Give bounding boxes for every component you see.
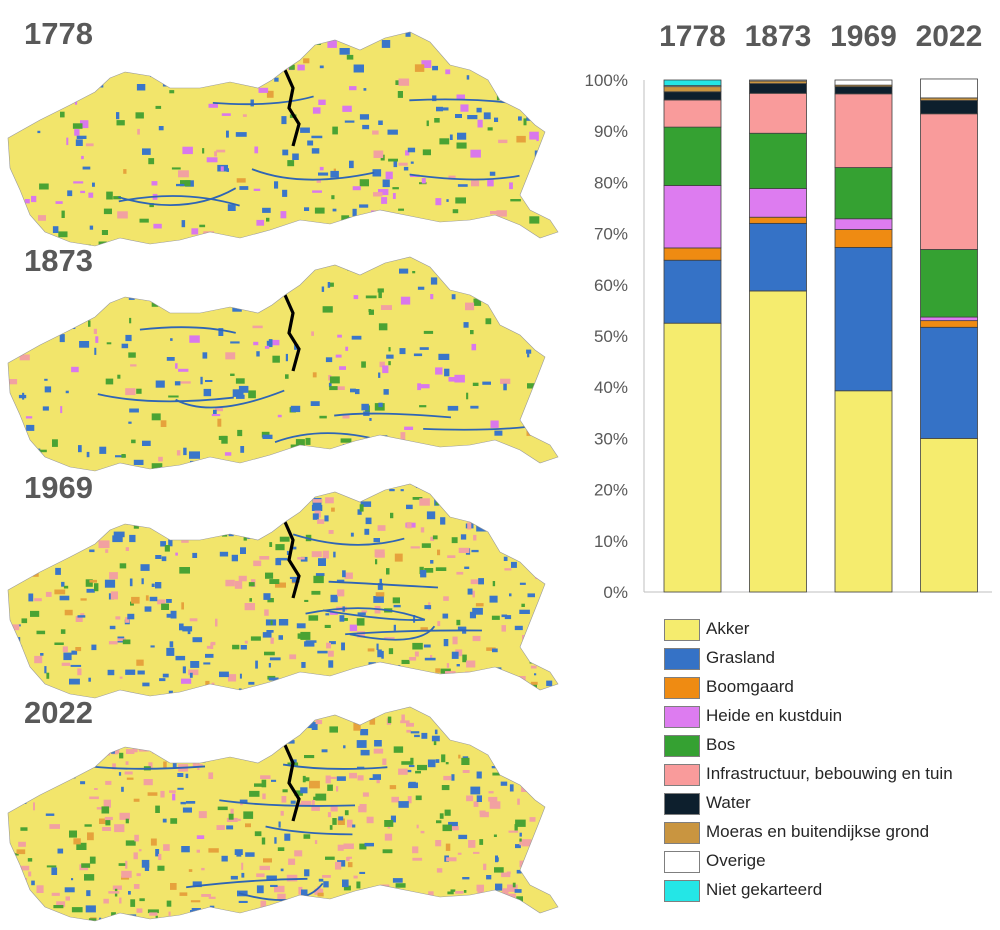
legend-swatch <box>664 735 700 757</box>
legend-item-heide-en-kustduin: Heide en kustduin <box>664 705 994 729</box>
y-tick-label: 40% <box>594 378 628 397</box>
legend-label: Bos <box>706 735 736 754</box>
bar-segment <box>749 188 807 218</box>
category-label: 1778 <box>659 20 726 53</box>
bar-segment <box>834 79 893 86</box>
category-label: 1969 <box>830 20 897 53</box>
legend-swatch <box>664 764 700 786</box>
legend-swatch <box>664 706 700 728</box>
y-tick-label: 30% <box>594 429 628 448</box>
map-year-1969: 1969 <box>24 470 93 505</box>
y-tick-label: 10% <box>594 532 628 551</box>
bar-segment <box>749 83 807 94</box>
legend-item-niet-gekarteerd: Niet gekarteerd <box>664 879 994 903</box>
bar-segment <box>749 92 807 134</box>
legend-item-bos: Bos <box>664 734 994 758</box>
legend-label: Heide en kustduin <box>706 706 843 725</box>
legend-label: Water <box>706 793 751 812</box>
bar-segment <box>749 290 807 593</box>
bar-segment <box>663 91 722 101</box>
land-use-map-1778 <box>7 31 559 247</box>
bar-segment <box>749 132 807 189</box>
bar-segment <box>834 218 893 230</box>
legend-label: Akker <box>706 619 750 638</box>
map-year-1778: 1778 <box>24 16 93 51</box>
legend-label: Infrastructuur, bebouwing en tuin <box>706 764 953 783</box>
bar-segment <box>663 79 722 87</box>
stacked-bar-chart: 1778 1873 1969 2022 0% 10% 20% 30% 40% 50% 60% 70% 8… <box>585 20 992 602</box>
bar-segment <box>663 259 722 324</box>
bar-segment <box>834 247 893 392</box>
legend-swatch <box>664 880 700 902</box>
bar-segment <box>834 390 893 593</box>
bar-segment <box>920 326 978 439</box>
bar-1873 <box>749 79 807 593</box>
bar-segment <box>834 86 893 95</box>
bar-segment <box>920 113 978 250</box>
maps-panel <box>7 31 559 922</box>
map-year-2022: 2022 <box>24 695 93 730</box>
bar-segment <box>834 229 893 248</box>
legend-item-infrastructuur: Infrastructuur, bebouwing en tuin <box>664 763 994 787</box>
bar-segment <box>920 100 978 115</box>
bar-segment <box>663 322 722 593</box>
y-tick-label: 90% <box>594 122 628 141</box>
y-tick-label: 0% <box>603 583 628 602</box>
bar-segment <box>749 216 807 224</box>
legend-swatch <box>664 822 700 844</box>
legend-label: Niet gekarteerd <box>706 880 823 899</box>
legend-label: Overige <box>706 851 766 870</box>
legend-swatch <box>664 793 700 815</box>
land-use-map-1873 <box>7 256 559 472</box>
land-use-map-1969 <box>7 483 559 699</box>
legend-swatch <box>664 677 700 699</box>
legend-item-grasland: Grasland <box>664 647 994 671</box>
land-use-map-2022 <box>7 706 559 922</box>
y-tick-label: 80% <box>594 173 628 192</box>
bar-segment <box>920 316 978 322</box>
legend-swatch <box>664 851 700 873</box>
bar-1969 <box>834 79 893 593</box>
bar-segment <box>920 78 978 99</box>
bar-segment <box>920 320 978 328</box>
category-label: 2022 <box>916 20 983 53</box>
bar-segment <box>834 167 893 220</box>
bar-2022 <box>920 78 978 593</box>
bar-segment <box>920 437 978 593</box>
bar-segment <box>663 185 722 249</box>
y-tick-label: 70% <box>594 225 628 244</box>
bar-segment <box>749 222 807 292</box>
legend-item-moeras: Moeras en buitendijkse grond <box>664 821 994 845</box>
legend-swatch <box>664 648 700 670</box>
bar-segment <box>663 247 722 261</box>
bar-segment <box>663 99 722 128</box>
y-tick-label: 60% <box>594 276 628 295</box>
bar-segment <box>749 79 807 82</box>
bar-segment <box>920 249 978 318</box>
bar-segment <box>663 86 722 93</box>
legend-swatch <box>664 619 700 641</box>
y-tick-label: 50% <box>594 327 628 346</box>
bar-segment <box>663 126 722 186</box>
legend-item-boomgaard: Boomgaard <box>664 676 994 700</box>
bar-1778 <box>663 79 722 593</box>
bar-segment <box>834 93 893 168</box>
legend-item-overige: Overige <box>664 850 994 874</box>
legend-label: Moeras en buitendijkse grond <box>706 822 930 841</box>
legend-item-akker: Akker <box>664 618 994 642</box>
legend-item-water: Water <box>664 792 994 816</box>
y-tick-label: 20% <box>594 481 628 500</box>
legend-label: Boomgaard <box>706 677 794 696</box>
map-year-1873: 1873 <box>24 243 93 278</box>
legend-label: Grasland <box>706 648 775 667</box>
category-label: 1873 <box>745 20 812 53</box>
y-tick-label: 100% <box>585 71 628 90</box>
